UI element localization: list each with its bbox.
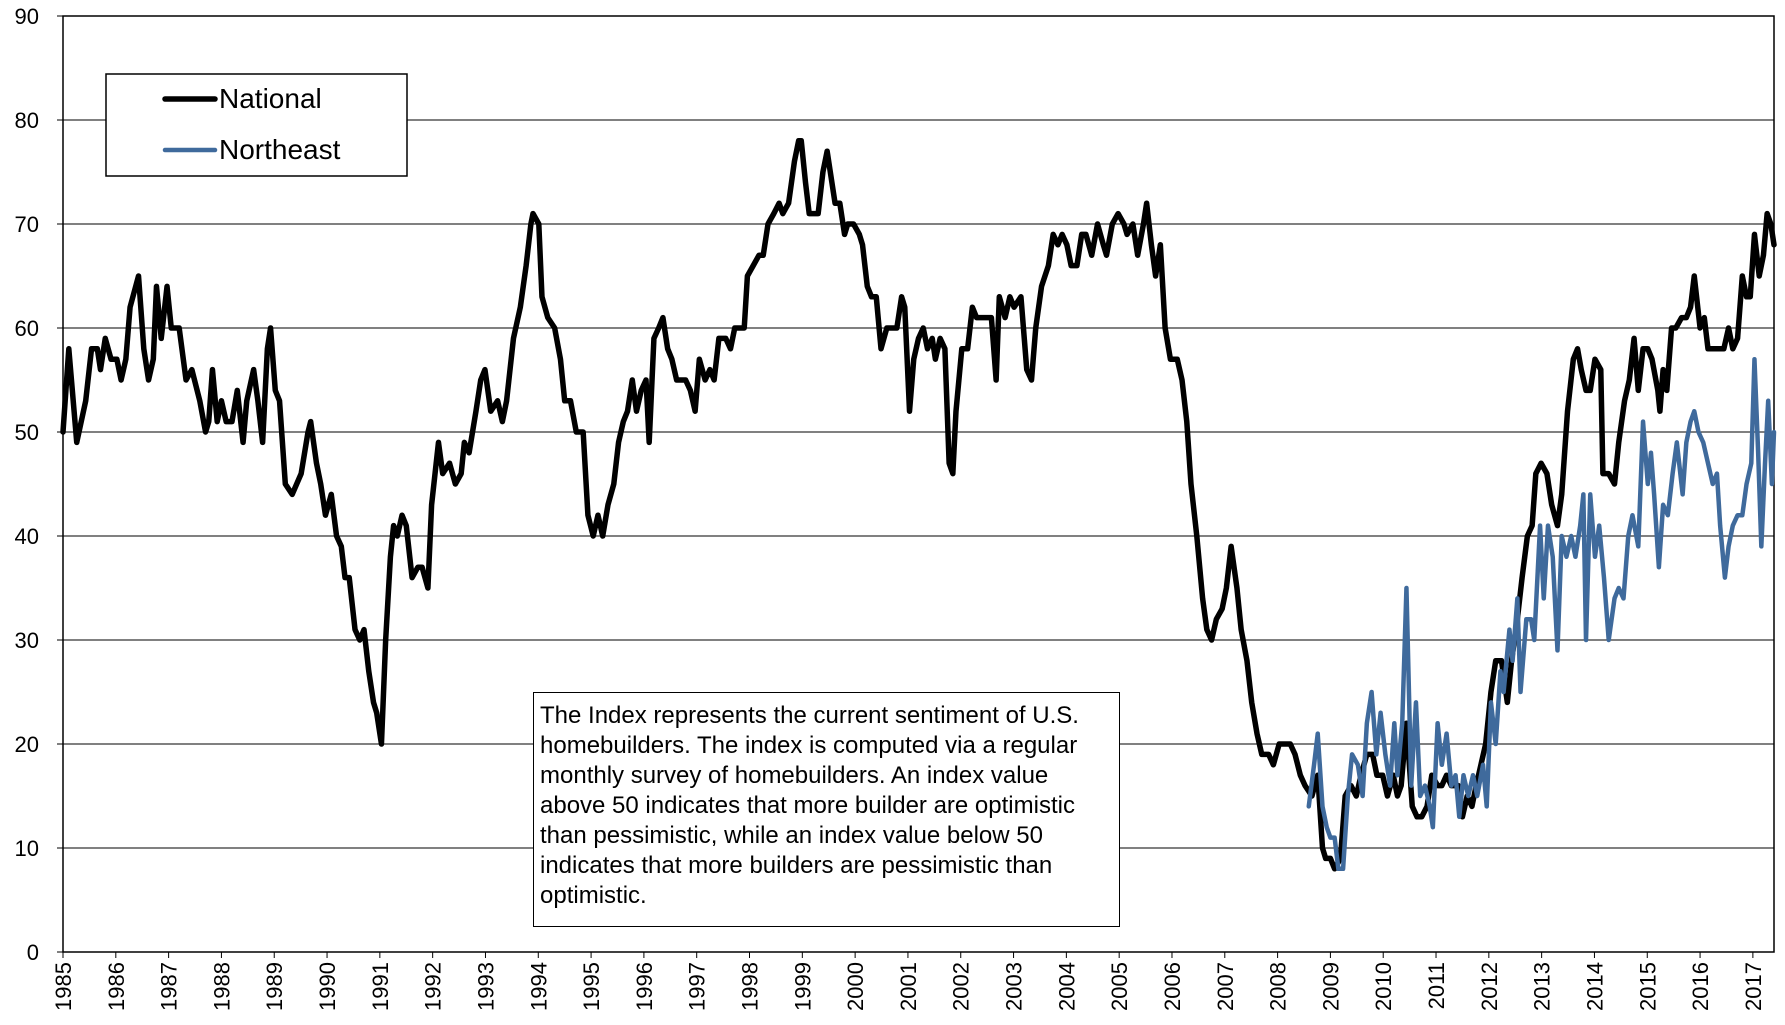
x-tick-label: 2009: [1318, 962, 1343, 1011]
plot-area: [60, 138, 1777, 872]
y-tick-label: 80: [15, 108, 39, 133]
y-tick-label: 10: [15, 836, 39, 861]
x-tick-label: 1986: [104, 962, 129, 1011]
x-tick-label: 2005: [1107, 962, 1132, 1011]
x-tick-label: 1996: [632, 962, 657, 1011]
x-tick-label: 2010: [1371, 962, 1396, 1011]
x-tick-label: 2012: [1477, 962, 1502, 1011]
y-tick-label: 90: [15, 4, 39, 29]
x-tick-label: 1999: [790, 962, 815, 1011]
series-line: [60, 138, 1777, 872]
legend: National Northeast: [105, 73, 408, 177]
y-tick-label: 60: [15, 316, 39, 341]
y-tick-label: 70: [15, 212, 39, 237]
legend-label: National: [219, 83, 322, 114]
x-tick-label: 1985: [51, 962, 76, 1011]
x-tick-label: 1988: [209, 962, 234, 1011]
x-tick-label: 2017: [1741, 962, 1766, 1011]
x-tick-label: 1992: [421, 962, 446, 1011]
x-tick-label: 2011: [1424, 962, 1449, 1009]
x-tick-label: 1997: [685, 962, 710, 1011]
x-tick-label: 2016: [1688, 962, 1713, 1011]
y-tick-label: 40: [15, 524, 39, 549]
x-tick-label: 1994: [526, 962, 551, 1011]
legend-label: Northeast: [219, 134, 341, 165]
x-tick-label: 2008: [1266, 962, 1291, 1011]
x-tick-label: 2000: [843, 962, 868, 1011]
x-tick-label: 1991: [368, 962, 393, 1011]
y-tick-label: 30: [15, 628, 39, 653]
x-tick-label: 2004: [1054, 962, 1079, 1011]
x-tick-label: 1998: [738, 962, 763, 1011]
series-line: [1306, 356, 1777, 872]
x-tick-label: 1993: [473, 962, 498, 1011]
x-tick-label: 1990: [315, 962, 340, 1011]
x-tick-label: 2014: [1582, 962, 1607, 1011]
y-tick-label: 20: [15, 732, 39, 757]
x-tick-label: 2006: [1160, 962, 1185, 1011]
x-tick-label: 2007: [1213, 962, 1238, 1011]
y-tick-label: 50: [15, 420, 39, 445]
x-tick-label: 1989: [262, 962, 287, 1011]
x-tick-label: 2001: [896, 962, 921, 1011]
annotation: The Index represents the current sentime…: [533, 692, 1120, 927]
x-tick-label: 1987: [157, 962, 182, 1011]
x-tick-label: 2002: [949, 962, 974, 1011]
legend-box: [105, 73, 408, 177]
y-tick-label: 0: [27, 940, 39, 965]
x-tick-label: 2003: [1002, 962, 1027, 1011]
x-tick-label: 2013: [1530, 962, 1555, 1011]
x-tick-label: 1995: [579, 962, 604, 1011]
x-tick-label: 2015: [1635, 962, 1660, 1011]
